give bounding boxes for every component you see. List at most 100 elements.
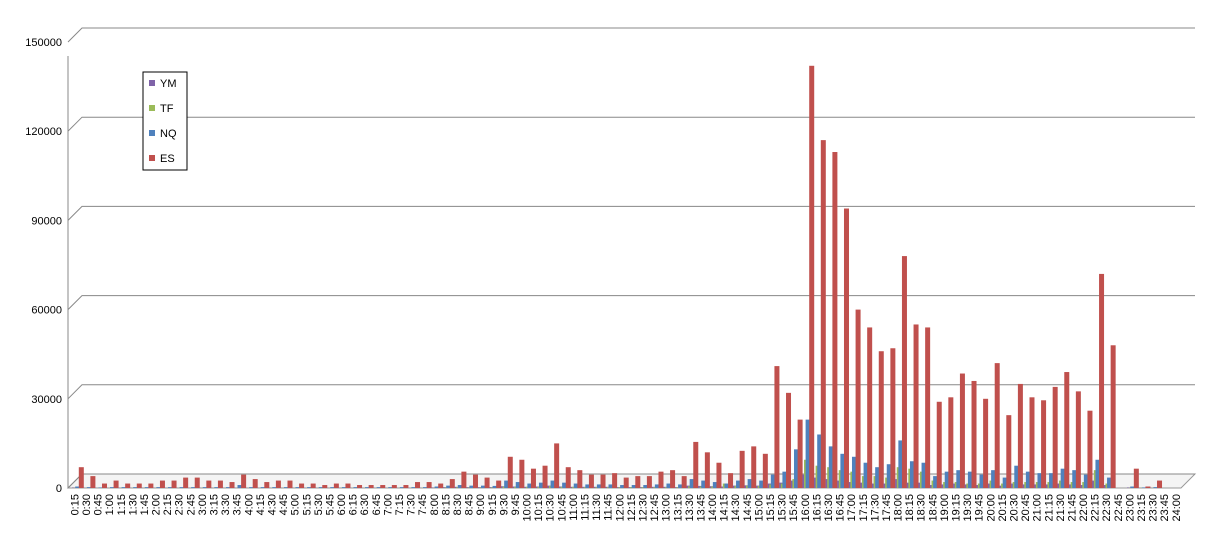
bar bbox=[704, 452, 710, 488]
x-tick-label: 11:15 bbox=[580, 494, 592, 521]
bar bbox=[782, 471, 787, 488]
bar bbox=[237, 485, 242, 488]
bar bbox=[214, 487, 219, 488]
bar bbox=[855, 309, 861, 488]
bar bbox=[1029, 397, 1035, 488]
x-tick-label: 9:15 bbox=[487, 494, 499, 515]
bar bbox=[1017, 383, 1023, 488]
x-tick-label: 8:00 bbox=[429, 494, 441, 515]
bar bbox=[310, 483, 316, 488]
bar bbox=[434, 486, 439, 488]
x-tick-label: 23:00 bbox=[1124, 494, 1136, 522]
bar bbox=[840, 453, 845, 488]
bar bbox=[967, 471, 972, 488]
bar bbox=[90, 476, 96, 488]
x-tick-label: 19:15 bbox=[951, 494, 963, 522]
bar bbox=[643, 485, 648, 488]
x-tick-label: 18:30 bbox=[916, 494, 928, 522]
bar bbox=[78, 467, 84, 488]
bar bbox=[820, 140, 826, 488]
x-tick-label: 22:00 bbox=[1078, 494, 1090, 522]
x-tick-label: 4:00 bbox=[243, 494, 255, 515]
bar bbox=[264, 482, 270, 488]
bar bbox=[959, 373, 965, 488]
bar bbox=[183, 477, 189, 488]
bar bbox=[318, 487, 323, 488]
bar bbox=[426, 482, 432, 488]
x-tick-label: 10:30 bbox=[545, 494, 557, 522]
bar bbox=[577, 470, 583, 488]
bar bbox=[1130, 486, 1135, 488]
bar bbox=[612, 473, 618, 488]
x-tick-label: 6:15 bbox=[348, 494, 360, 515]
bar bbox=[747, 479, 752, 488]
bar bbox=[933, 476, 938, 488]
y-tick-label: 30000 bbox=[31, 394, 62, 406]
x-tick-label: 19:00 bbox=[939, 494, 951, 522]
y-tick-label: 0 bbox=[56, 483, 62, 495]
bar bbox=[956, 470, 961, 488]
y-tick-label: 90000 bbox=[31, 215, 62, 227]
bar bbox=[1052, 386, 1058, 488]
x-tick-label: 2:00 bbox=[151, 494, 163, 515]
bar bbox=[272, 487, 277, 488]
x-tick-label: 3:30 bbox=[220, 494, 232, 515]
legend-label: NQ bbox=[160, 128, 177, 140]
bar bbox=[554, 443, 560, 488]
bar bbox=[415, 482, 421, 488]
x-tick-label: 23:45 bbox=[1159, 494, 1171, 522]
bar bbox=[1041, 400, 1047, 488]
x-tick-label: 5:15 bbox=[301, 494, 313, 515]
grid-line bbox=[67, 205, 1195, 221]
bar bbox=[635, 476, 641, 488]
bar bbox=[449, 479, 455, 488]
x-tick-label: 15:30 bbox=[777, 494, 789, 522]
bar bbox=[113, 480, 119, 488]
x-tick-label: 21:30 bbox=[1055, 494, 1067, 522]
bar bbox=[596, 484, 601, 488]
x-tick-label: 23:15 bbox=[1136, 494, 1148, 522]
bar bbox=[252, 479, 258, 488]
bar bbox=[762, 453, 768, 488]
x-tick-label: 3:00 bbox=[197, 494, 209, 515]
x-tick-label: 20:15 bbox=[997, 494, 1009, 522]
bar bbox=[736, 480, 741, 488]
bar bbox=[295, 487, 300, 488]
bar bbox=[353, 487, 358, 488]
bar bbox=[480, 485, 485, 488]
x-tick-label: 16:30 bbox=[823, 494, 835, 522]
legend-label: ES bbox=[160, 153, 175, 165]
bar bbox=[1110, 345, 1116, 488]
bar bbox=[156, 487, 161, 488]
bar bbox=[693, 441, 699, 488]
bar bbox=[171, 480, 177, 488]
x-tick-label: 16:15 bbox=[811, 494, 823, 522]
x-tick-label: 21:15 bbox=[1043, 494, 1055, 522]
legend-label: TF bbox=[160, 103, 174, 115]
grid-line bbox=[67, 295, 1195, 310]
bar bbox=[542, 465, 548, 488]
x-tick-label: 4:30 bbox=[266, 494, 278, 515]
bar bbox=[991, 470, 996, 488]
bar bbox=[472, 474, 478, 488]
bar bbox=[588, 474, 594, 488]
bar bbox=[944, 471, 949, 488]
bar bbox=[585, 484, 590, 488]
bar bbox=[890, 348, 896, 488]
bar bbox=[909, 461, 914, 488]
bar bbox=[492, 485, 497, 488]
bar bbox=[530, 468, 536, 488]
x-tick-label: 1:45 bbox=[139, 494, 151, 515]
legend-box bbox=[142, 71, 188, 171]
bar bbox=[202, 487, 207, 488]
x-tick-label: 22:45 bbox=[1113, 494, 1125, 522]
x-tick-label: 13:00 bbox=[661, 494, 673, 522]
bar bbox=[901, 256, 907, 488]
bar bbox=[1099, 273, 1105, 488]
x-tick-label: 22:15 bbox=[1090, 494, 1102, 522]
x-tick-label: 15:15 bbox=[765, 494, 777, 522]
x-tick-label: 12:15 bbox=[626, 494, 638, 522]
x-tick-label: 9:30 bbox=[498, 494, 510, 515]
x-tick-label: 24:00 bbox=[1171, 494, 1183, 522]
x-tick-label: 14:15 bbox=[719, 494, 731, 522]
